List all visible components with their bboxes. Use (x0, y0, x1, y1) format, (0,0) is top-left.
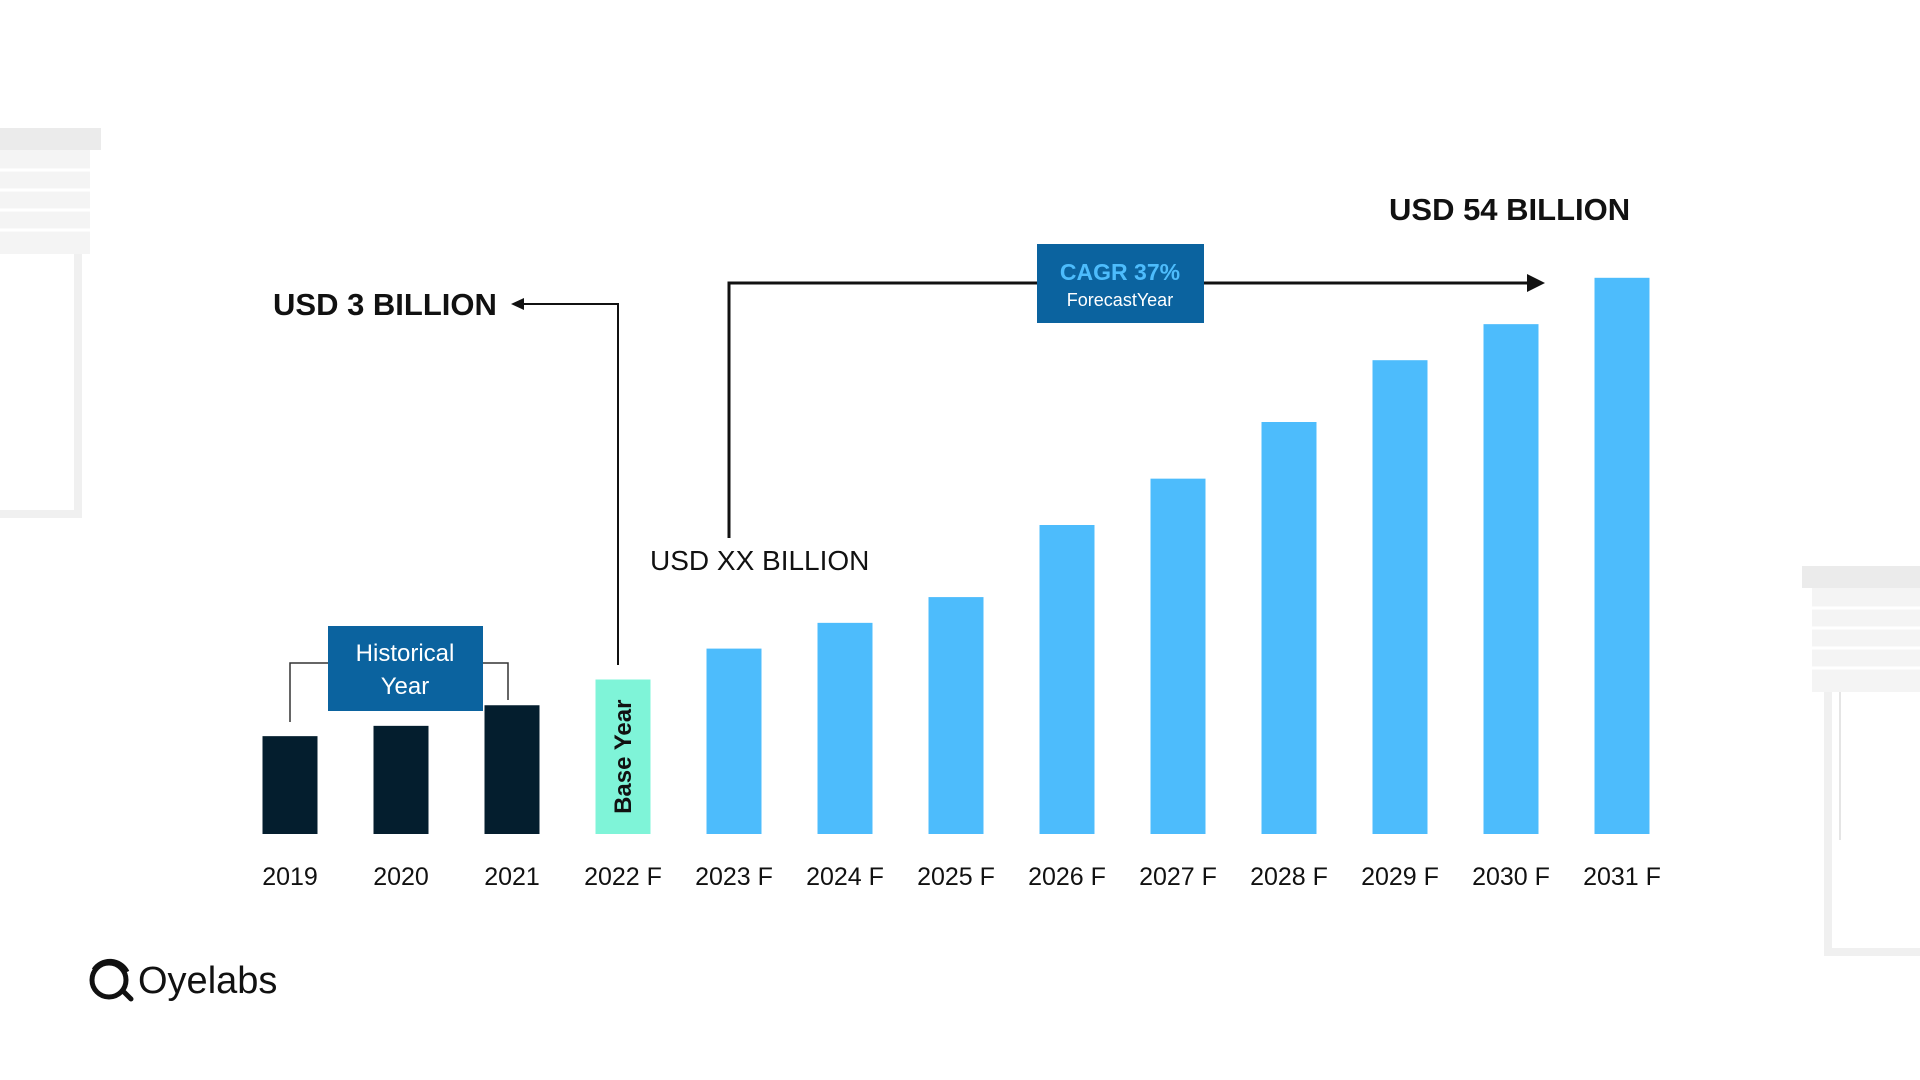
tick-label-2029-f: 2029 F (1361, 863, 1439, 891)
tick-label-2022-f: 2022 F (584, 863, 662, 891)
cagr-box: CAGR 37% ForecastYear (1037, 244, 1204, 323)
bars-group (262, 277, 1650, 834)
decor-blinds-right (1802, 566, 1920, 956)
bar-2027-f (1150, 478, 1206, 834)
x-axis-ticks: 2019 2020 2021 2022 F 2023 F 2024 F 2025 F 2026… (262, 863, 1661, 891)
base-value-label: USD 3 BILLION (273, 287, 497, 322)
end-value-label: USD 54 BILLION (1389, 192, 1630, 227)
decor-blinds-left (0, 128, 101, 518)
tick-label-2020: 2020 (373, 863, 429, 891)
historical-bracket: Historical Year (289, 626, 509, 722)
bar-2029-f (1372, 360, 1428, 834)
bar-2023-f (706, 648, 762, 834)
bar-2031-f (1594, 277, 1650, 834)
base-year-label: Base Year (610, 700, 637, 814)
brand-name: Oyelabs (138, 960, 277, 1002)
forecast-start-label: USD XX BILLION (650, 545, 869, 576)
base-value-arrow (511, 298, 619, 665)
tick-label-2027-f: 2027 F (1139, 863, 1217, 891)
historical-label-line2: Year (381, 673, 430, 700)
tick-label-2019: 2019 (262, 863, 318, 891)
historical-label-line1: Historical (356, 640, 455, 667)
historical-year-box (328, 626, 483, 711)
oyelabs-logo-icon (89, 958, 134, 1002)
forecast-arrow (727, 274, 1545, 538)
bar-2024-f (817, 622, 873, 834)
tick-label-2025-f: 2025 F (917, 863, 995, 891)
bar-2022-f (595, 679, 651, 834)
oyelabs-logo: Oyelabs (89, 958, 277, 1002)
bar-2021 (484, 705, 540, 834)
bar-2020 (373, 725, 429, 834)
bar-2028-f (1261, 422, 1317, 834)
bar-2026-f (1039, 525, 1095, 834)
cagr-label: CAGR 37% (1060, 259, 1180, 285)
bar-2030-f (1483, 324, 1539, 834)
tick-label-2030-f: 2030 F (1472, 863, 1550, 891)
tick-label-2028-f: 2028 F (1250, 863, 1328, 891)
tick-label-2023-f: 2023 F (695, 863, 773, 891)
tick-label-2024-f: 2024 F (806, 863, 884, 891)
bar-2025-f (928, 597, 984, 834)
tick-label-2021: 2021 (484, 863, 540, 891)
forecast-year-label: ForecastYear (1067, 290, 1173, 310)
tick-label-2031-f: 2031 F (1583, 863, 1661, 891)
bar-2019 (262, 736, 318, 834)
tick-label-2026-f: 2026 F (1028, 863, 1106, 891)
